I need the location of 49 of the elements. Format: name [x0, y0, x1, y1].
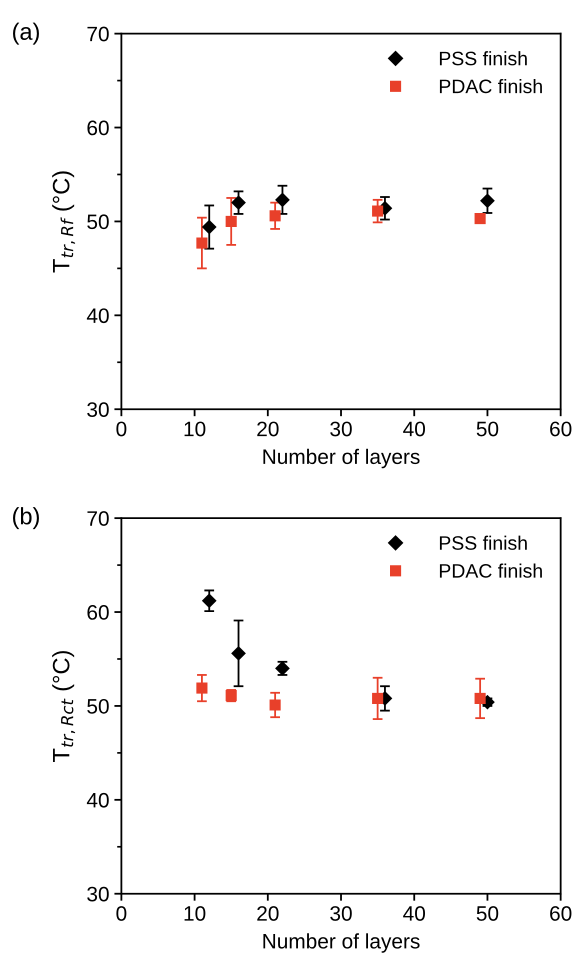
y-axis-title: T$_{tr,Rf}$ (°C): [52, 171, 76, 272]
x-axis-title: Number of layers: [263, 448, 420, 468]
point: [474, 692, 486, 704]
y-tick-label: 70: [87, 26, 109, 42]
x-tick-label: 10: [184, 422, 206, 436]
y-tick-label: 50: [87, 698, 109, 714]
legend-label: PSS finish: [440, 536, 527, 550]
point: [202, 594, 216, 608]
point: [196, 237, 208, 249]
x-tick-label: 60: [550, 906, 572, 921]
y-tick-label: 60: [87, 120, 109, 136]
point: [270, 699, 281, 711]
point: [270, 210, 281, 222]
y-tick-label: 40: [86, 308, 109, 324]
point: [372, 692, 384, 704]
legend-label: PDAC finish: [440, 563, 542, 578]
text: (b): [13, 507, 39, 530]
x-tick-label: 60: [550, 422, 572, 436]
y-tick-label: 60: [87, 605, 109, 620]
point: [474, 213, 486, 224]
point: [231, 646, 246, 660]
point: [480, 194, 495, 208]
x-tick-label: 50: [476, 422, 498, 436]
point: [196, 682, 208, 694]
x-axis-title: Number of layers: [263, 933, 420, 953]
point: [231, 196, 246, 210]
y-tick-label: 50: [87, 214, 109, 230]
y-tick-label: 30: [87, 402, 109, 417]
x-tick-label: 40: [403, 906, 426, 921]
point: [226, 216, 237, 227]
legend-label: PDAC finish: [440, 78, 542, 94]
y-tick-label: 40: [86, 792, 109, 808]
point: [372, 206, 384, 217]
y-axis-title: T$_{tr,Rct}$ (°C): [52, 651, 76, 762]
x-tick-label: 50: [476, 906, 498, 921]
x-tick-label: 40: [403, 422, 426, 436]
x-tick-label: 20: [257, 906, 279, 921]
x-tick-label: 30: [330, 906, 352, 921]
x-tick-label: 20: [257, 422, 279, 436]
x-tick-label: 10: [184, 906, 206, 921]
x-tick-label: 0: [116, 906, 126, 921]
point: [202, 220, 216, 234]
x-tick-label: 0: [116, 422, 126, 436]
y-tick-label: 70: [87, 511, 109, 526]
y-tick-label: 30: [87, 886, 109, 902]
legend-label: PSS finish: [440, 51, 527, 66]
point: [275, 192, 290, 207]
text: (a): [13, 22, 39, 45]
x-tick-label: 30: [330, 422, 352, 436]
